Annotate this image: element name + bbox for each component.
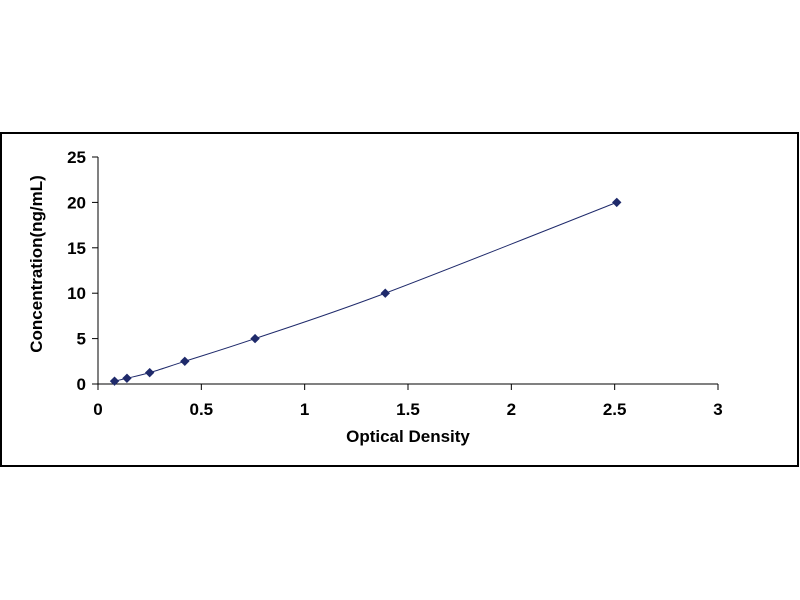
- data-point: [180, 356, 190, 367]
- data-point: [612, 197, 622, 208]
- y-axis-title: Concentration(ng/mL): [27, 175, 46, 353]
- x-tick-label: 0: [93, 400, 102, 419]
- chart-border: [0, 132, 799, 467]
- x-tick-label: 1: [300, 400, 309, 419]
- y-tick-label: 15: [67, 239, 86, 258]
- data-points: [109, 197, 622, 386]
- data-point: [144, 367, 155, 378]
- x-tick-label: 2: [507, 400, 516, 419]
- data-point: [250, 333, 260, 344]
- y-tick-label: 0: [77, 375, 86, 394]
- x-tick-label: 1.5: [396, 400, 420, 419]
- data-point: [109, 376, 120, 386]
- y-axis-ticks: 0 5 10 15 20 25: [67, 148, 98, 394]
- x-axis-ticks: 0 0.5 1 1.5 2 2.5 3: [93, 384, 723, 419]
- y-tick-label: 10: [67, 284, 86, 303]
- data-point: [380, 288, 390, 298]
- x-tick-label: 3: [713, 400, 722, 419]
- x-axis-title: Optical Density: [346, 427, 470, 446]
- y-tick-label: 5: [77, 330, 86, 349]
- x-tick-label: 0.5: [190, 400, 214, 419]
- y-tick-label: 20: [67, 193, 86, 212]
- data-point: [122, 373, 132, 383]
- x-tick-label: 2.5: [603, 400, 627, 419]
- y-tick-label: 25: [67, 148, 86, 167]
